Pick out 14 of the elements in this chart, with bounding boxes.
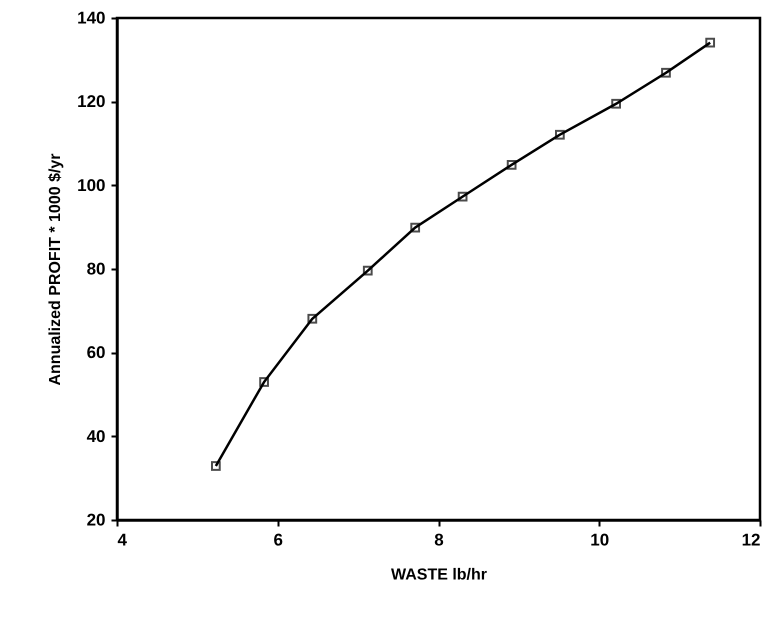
x-tick-label: 4: [118, 530, 128, 550]
y-tick-label: 20: [86, 510, 106, 530]
x-tick-label: 12: [742, 530, 760, 550]
y-tick-label: 120: [77, 92, 106, 112]
x-tick-label: 8: [434, 530, 444, 550]
y-tick-label: 60: [86, 343, 106, 362]
x-axis-title: WASTE lb/hr: [391, 566, 487, 584]
y-tick-label: 140: [77, 8, 106, 28]
y-tick-label: 40: [86, 426, 106, 446]
x-tick-label: 6: [274, 530, 283, 550]
y-tick-label: 80: [86, 260, 106, 278]
y-tick-label: 100: [77, 176, 106, 195]
x-tick-label: 10: [590, 530, 610, 550]
y-axis-title: Annualized PROFIT * 1000 $/yr: [47, 153, 64, 386]
